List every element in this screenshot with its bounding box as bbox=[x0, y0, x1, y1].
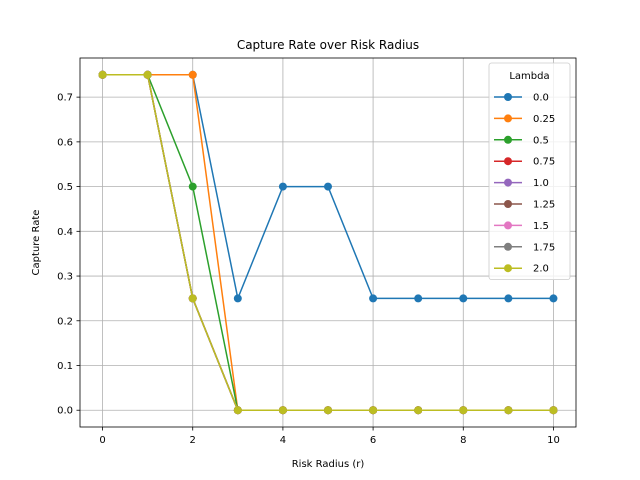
legend-marker bbox=[504, 135, 512, 144]
data-point bbox=[414, 294, 423, 303]
series-line bbox=[102, 74, 554, 411]
legend-marker bbox=[504, 178, 512, 187]
legend-entry: 1.0 bbox=[494, 178, 549, 189]
legend: Lambda 0.0 0.25 0.5 0.75 1.0 1.25 1.5 1.75 2.0 bbox=[488, 62, 571, 281]
series-layer bbox=[98, 70, 558, 415]
legend-entry: 0.5 bbox=[494, 135, 549, 146]
x-tick-label: 2 bbox=[190, 435, 196, 446]
data-point bbox=[369, 294, 378, 303]
data-point bbox=[233, 294, 242, 303]
y-tick-label: 0.2 bbox=[57, 316, 73, 327]
data-point bbox=[504, 294, 513, 303]
legend-label: 1.75 bbox=[533, 242, 555, 253]
legend-label: 1.0 bbox=[533, 178, 549, 189]
y-tick-label: 0.7 bbox=[57, 93, 73, 104]
y-tick-label: 0.5 bbox=[57, 182, 73, 193]
legend-label: 0.5 bbox=[533, 135, 549, 146]
legend-label: 0.75 bbox=[533, 157, 555, 168]
x-tick-label: 10 bbox=[547, 435, 560, 446]
legend-entry: 0.0 bbox=[494, 93, 549, 104]
legend-marker bbox=[504, 93, 512, 101]
legend-marker bbox=[504, 114, 512, 123]
x-axis-label: Risk Radius (r) bbox=[292, 459, 365, 470]
legend-label: 1.25 bbox=[533, 200, 555, 211]
series-line bbox=[102, 74, 554, 411]
x-tick-label: 4 bbox=[280, 435, 286, 446]
legend-label: 0.0 bbox=[533, 93, 549, 104]
y-tick-label: 0.6 bbox=[57, 137, 73, 148]
legend-label: 0.25 bbox=[533, 114, 555, 125]
legend-marker bbox=[504, 264, 512, 273]
x-tick-label: 0 bbox=[99, 435, 105, 446]
y-axis-label: Capture Rate bbox=[31, 210, 42, 276]
legend-entry: 1.25 bbox=[494, 200, 555, 211]
y-tick-label: 0.3 bbox=[57, 272, 73, 283]
data-point bbox=[278, 182, 287, 191]
data-point bbox=[549, 406, 558, 415]
data-point bbox=[188, 70, 197, 79]
series-line bbox=[102, 74, 554, 411]
data-point bbox=[324, 182, 332, 191]
data-point bbox=[459, 406, 468, 415]
legend-marker bbox=[504, 221, 512, 230]
legend-marker bbox=[504, 200, 512, 208]
x-tick-label: 8 bbox=[460, 435, 466, 446]
series-line bbox=[102, 74, 554, 411]
data-point bbox=[188, 294, 197, 303]
legend-entry: 1.75 bbox=[494, 242, 555, 253]
y-tick-label: 0.1 bbox=[57, 361, 73, 372]
plot-frame bbox=[79, 57, 577, 428]
data-point bbox=[459, 294, 468, 303]
legend-title: Lambda bbox=[509, 71, 549, 82]
data-point bbox=[188, 182, 197, 191]
series-line bbox=[102, 74, 554, 411]
series-line bbox=[102, 74, 554, 411]
data-point bbox=[278, 406, 287, 415]
y-tick-label: 0.4 bbox=[57, 227, 73, 238]
data-point bbox=[414, 406, 423, 415]
legend-entry: 1.5 bbox=[494, 221, 549, 232]
data-point bbox=[504, 406, 513, 415]
legend-entry: 0.25 bbox=[494, 114, 555, 125]
legend-entry: 2.0 bbox=[494, 264, 549, 275]
series-2-0 bbox=[98, 70, 558, 415]
legend-label: 2.0 bbox=[533, 264, 549, 275]
series-line bbox=[102, 74, 554, 411]
legend-marker bbox=[504, 157, 512, 166]
legend-label: 1.5 bbox=[533, 221, 549, 232]
data-point bbox=[233, 406, 242, 415]
data-point bbox=[369, 406, 378, 415]
data-point bbox=[324, 406, 332, 415]
y-tick-label: 0.0 bbox=[57, 406, 73, 417]
legend-entry: 0.75 bbox=[494, 157, 555, 168]
data-point bbox=[143, 70, 152, 79]
legend-marker bbox=[504, 242, 512, 251]
axis-ticks: 0 2 4 6 8 10 0.0 0.1 0.2 0.3 0.4 0.5 0.6 0.7 bbox=[57, 93, 560, 446]
series-line bbox=[102, 74, 554, 411]
chart-title: Capture Rate over Risk Radius bbox=[237, 38, 419, 52]
data-point bbox=[98, 70, 107, 79]
data-point bbox=[549, 294, 558, 303]
x-tick-label: 6 bbox=[370, 435, 376, 446]
